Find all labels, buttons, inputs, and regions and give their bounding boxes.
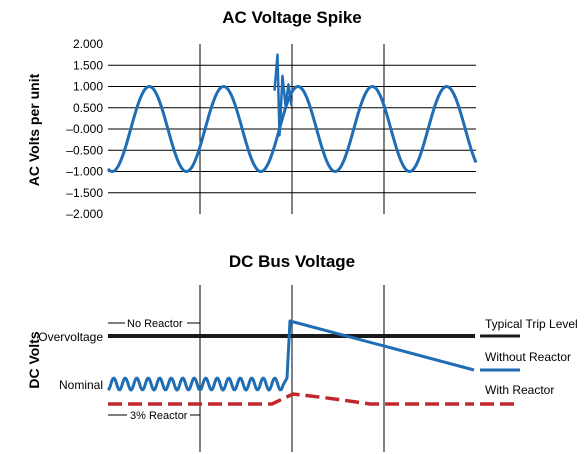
- ac-y-tick-label: –0.000: [66, 122, 103, 136]
- with-reactor-series: [108, 392, 474, 406]
- overvoltage-label: Overvoltage: [38, 330, 103, 344]
- dc-grid: [199, 285, 385, 452]
- ac-y-tick-label: –1.500: [66, 186, 103, 200]
- nominal-label: Nominal: [59, 378, 103, 392]
- ac-y-ticks: 2.000 1.500 1.000 0.500 –0.000 –0.500 –1.000 –1…: [66, 37, 103, 221]
- ac-y-tick-label: 2.000: [73, 37, 103, 51]
- three-percent-reactor-label: 3% Reactor: [130, 410, 188, 422]
- ac-y-tick-label: –1.000: [66, 165, 103, 179]
- ac-y-tick-label: –0.500: [66, 143, 103, 157]
- dc-chart-title: DC Bus Voltage: [229, 252, 355, 271]
- ac-y-tick-label: 0.500: [73, 101, 103, 115]
- ac-grid: [108, 44, 476, 214]
- ac-voltage-series: [106, 85, 478, 173]
- ac-y-axis-label: AC Volts per unit: [26, 73, 42, 186]
- ac-y-tick-label: –2.000: [66, 207, 103, 221]
- ac-spike-transient: [273, 53, 293, 137]
- trip-level-legend-label: Typical Trip Level: [485, 317, 578, 331]
- dc-y-axis-label: DC Volts: [26, 331, 42, 389]
- without-reactor-series: [106, 319, 475, 392]
- without-reactor-legend-label: Without Reactor: [485, 350, 571, 364]
- ac-chart-title: AC Voltage Spike: [222, 8, 362, 27]
- ac-y-tick-label: 1.500: [73, 58, 103, 72]
- no-reactor-label: No Reactor: [127, 318, 183, 330]
- with-reactor-legend-label: With Reactor: [485, 383, 554, 397]
- ac-y-tick-label: 1.000: [73, 80, 103, 94]
